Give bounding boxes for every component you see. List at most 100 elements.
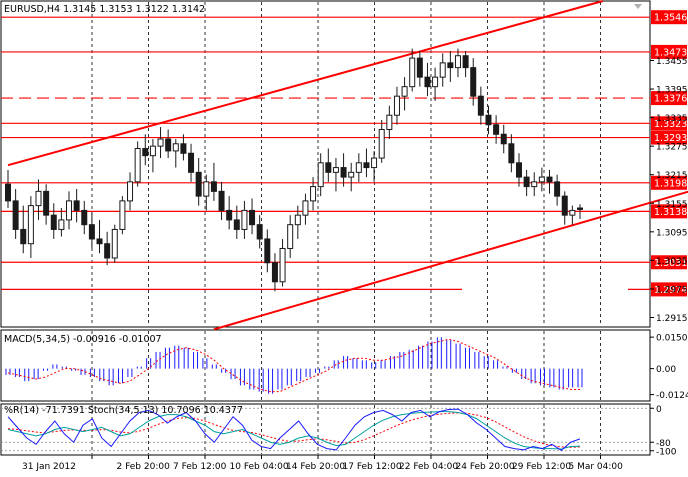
candle-body: [27, 205, 34, 245]
candle-body: [5, 183, 11, 202]
candle-body: [195, 171, 202, 197]
level-tag: [651, 116, 687, 131]
candle-body: [493, 124, 500, 135]
candle-body: [393, 95, 400, 116]
macd-signal-line: [7, 338, 580, 393]
time-axis: 31 Jan 2012 2 Feb 20:00 7 Feb 12:00 10 Feb …: [22, 455, 623, 472]
candle-body: [401, 86, 408, 97]
candle-body: [515, 162, 522, 178]
level-tag: [651, 175, 687, 190]
time-tick-label: 14 Feb 20:00: [286, 462, 345, 472]
candle-body: [43, 190, 50, 216]
level-tag: [651, 91, 687, 106]
macd-tick-label: 0.00: [656, 365, 676, 375]
level-tag: [651, 204, 687, 219]
price-panel-frame: [0, 0, 651, 328]
time-tick-label: 24 Feb 20:00: [456, 462, 515, 472]
candle-body: [249, 209, 256, 226]
candle-body: [20, 228, 27, 245]
stochastic-indicator: 0 -80-100: [1, 405, 677, 457]
stoch-panel-frame: [0, 403, 651, 456]
time-tick-label: 10 Feb 04:00: [230, 462, 289, 472]
stoch-tick-label: -80: [656, 439, 671, 449]
stoch-tick-label: -100: [656, 447, 677, 457]
level-tag: [651, 10, 687, 25]
price-tick-label: 1.3155: [656, 200, 688, 210]
candle-body: [310, 186, 317, 202]
candle-body: [432, 76, 439, 88]
candle-body: [302, 200, 309, 216]
candle-body: [523, 176, 530, 188]
macd-panel-frame: [0, 329, 651, 402]
candle-body: [12, 200, 19, 230]
candle-body: [142, 148, 149, 157]
price-axis: 1.3546 1.3473 1.3376 1.3323 1.3293 1.3198 1.31…: [650, 10, 688, 324]
macd-label: MACD(5,34,5) -0.00916 -0.01007: [4, 334, 162, 345]
candle-body: [96, 238, 103, 245]
price-tick-label: 1.3455: [656, 57, 688, 67]
candle-body: [538, 176, 545, 183]
stoch-tick-label: 0: [656, 405, 662, 415]
level-tag-label: 1.3293: [654, 133, 687, 144]
time-tick-label: 17 Feb 12:00: [343, 462, 402, 472]
williams-r-line: [7, 408, 581, 451]
candle-body: [531, 181, 538, 188]
candle-body: [203, 181, 210, 197]
level-tag-label: 1.3546: [654, 13, 687, 24]
candle-body: [409, 57, 416, 88]
candle-body: [180, 143, 187, 154]
level-tag-label: 1.3376: [654, 94, 687, 105]
candle-body: [371, 157, 378, 169]
candle-body: [233, 219, 240, 230]
candle-body: [157, 138, 164, 147]
candle-body: [81, 209, 88, 226]
candle-body: [241, 209, 248, 230]
level-tag-label: 1.3473: [654, 47, 687, 58]
candle-body: [279, 247, 286, 283]
level-tag-label: 1.3198: [654, 178, 687, 189]
candle-body: [454, 55, 461, 69]
candle-body: [134, 148, 141, 183]
candle-body: [256, 224, 263, 240]
candlesticks: [5, 48, 583, 292]
time-tick-label: 29 Feb 12:00: [512, 462, 571, 472]
candle-body: [218, 190, 225, 211]
candle-body: [424, 76, 431, 88]
candle-body: [386, 114, 393, 130]
stoch-label: %R(14) -71.7391 Stoch(34,5,13) 10.7096 1…: [4, 405, 243, 416]
price-tick-label: 1.3395: [656, 86, 688, 96]
candle-body: [287, 224, 294, 249]
candle-body: [485, 114, 492, 126]
stoch-signal-line: [7, 412, 581, 448]
chart-header: EURUSD,H4 1.3145 1.3153 1.3122 1.3142: [4, 4, 205, 15]
time-tick-label: 31 Jan 2012: [22, 462, 76, 472]
candle-body: [165, 138, 172, 152]
candle-body: [363, 162, 370, 169]
candle-body: [149, 145, 156, 157]
candle-body: [439, 62, 446, 78]
candle-body: [127, 181, 134, 202]
candle-body: [325, 162, 332, 173]
candle-body: [378, 128, 385, 159]
time-tick-label: 5 Mar 04:00: [569, 462, 624, 472]
time-tick-label: 22 Feb 04:00: [399, 462, 458, 472]
candle-body: [66, 200, 73, 221]
time-tick-label: 7 Feb 12:00: [173, 462, 227, 472]
price-tick-label: 1.3035: [656, 257, 688, 267]
candle-body: [546, 176, 553, 183]
scroll-marker-icon[interactable]: [634, 4, 642, 9]
candle-body: [294, 214, 301, 226]
candle-body: [416, 57, 423, 78]
candle-body: [447, 62, 454, 69]
trend-channel-lines: [7, 0, 688, 331]
candle-body: [577, 207, 583, 210]
channel-line: [213, 190, 688, 331]
price-tick-label: 1.2975: [656, 285, 688, 295]
time-tick-label: 2 Feb 20:00: [117, 462, 171, 472]
level-tag: [651, 282, 687, 297]
candle-body: [554, 181, 561, 197]
candle-body: [340, 167, 347, 178]
candle-body: [264, 238, 271, 264]
level-tag-label: 1.3031: [654, 258, 687, 269]
